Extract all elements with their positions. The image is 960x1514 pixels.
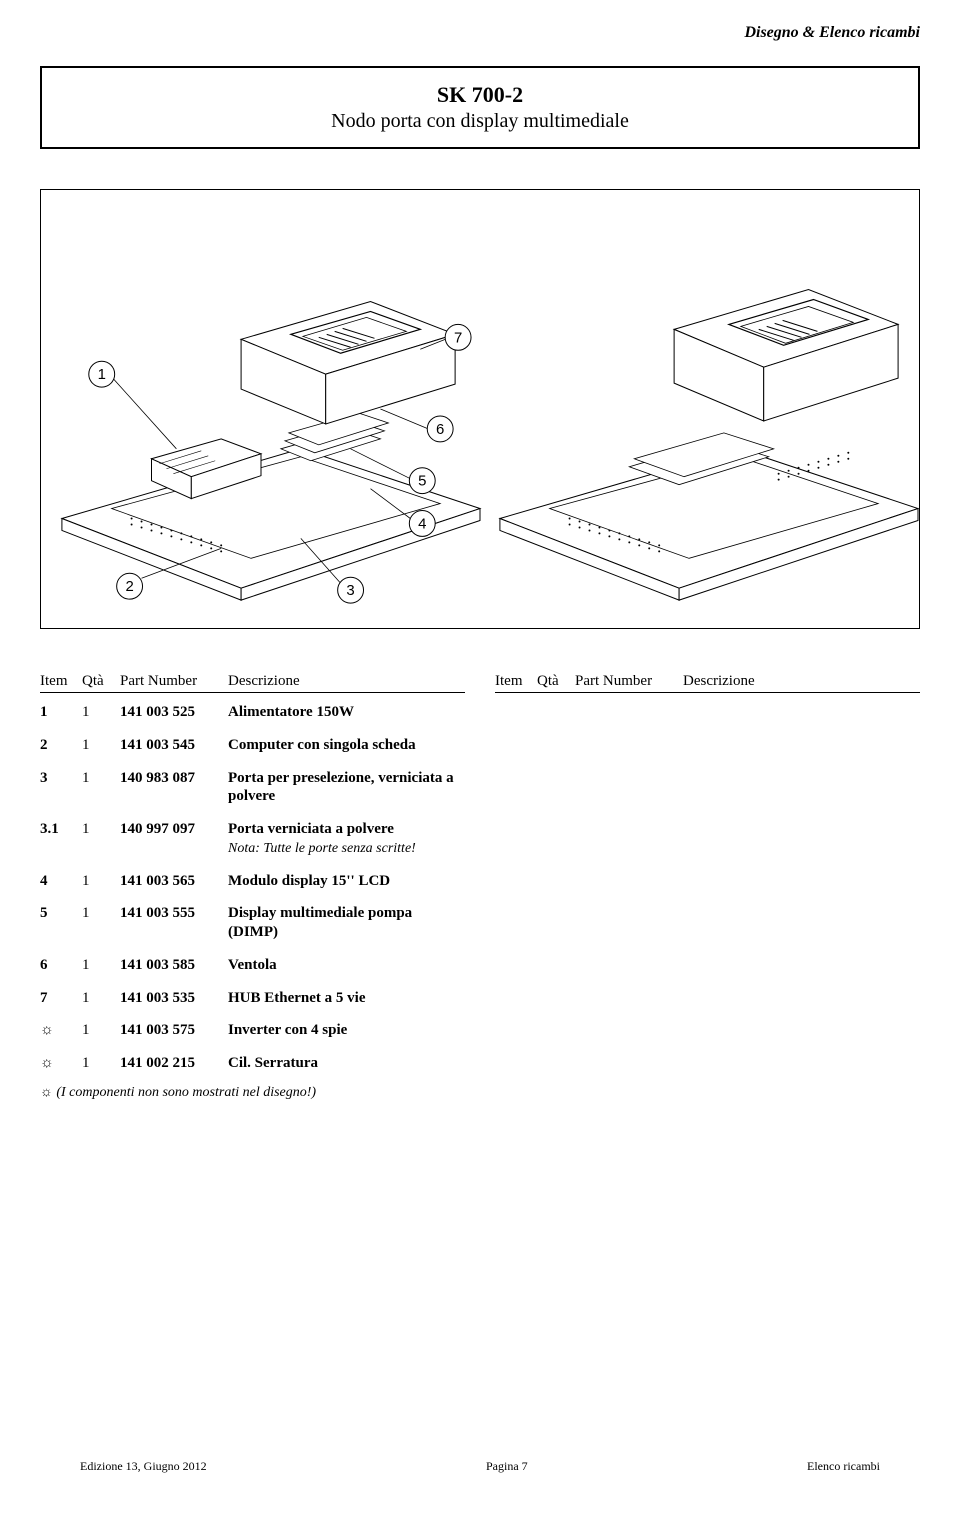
cell-desc: Cil. Serratura — [228, 1054, 465, 1073]
cell-pn: 141 003 535 — [120, 989, 228, 1008]
cell-desc: Porta per preselezione, verniciata a pol… — [228, 769, 465, 807]
cell-pn: 141 003 575 — [120, 1021, 228, 1040]
cell-qty: 1 — [82, 820, 120, 858]
callout-1: 1 — [98, 366, 106, 383]
section-header: Disegno & Elenco ricambi — [40, 24, 920, 42]
cell-desc: Computer con singola scheda — [228, 736, 465, 755]
table-row: 51141 003 555Display multimediale pompa … — [40, 904, 465, 942]
cell-item: 7 — [40, 989, 82, 1008]
title-box: SK 700-2 Nodo porta con display multimed… — [40, 66, 920, 149]
cell-pn: 141 003 565 — [120, 872, 228, 891]
th-qty: Qtà — [537, 673, 575, 690]
callout-2: 2 — [125, 578, 133, 595]
exploded-diagram: 1 2 3 4 5 6 7 — [40, 189, 920, 629]
cell-item: ☼ — [40, 1054, 82, 1073]
table-row: 61141 003 585Ventola — [40, 956, 465, 975]
cell-pn: 141 002 215 — [120, 1054, 228, 1073]
table-row: 3.11140 997 097Porta verniciata a polver… — [40, 820, 465, 858]
cell-pn: 140 983 087 — [120, 769, 228, 807]
cell-desc: Inverter con 4 spie — [228, 1021, 465, 1040]
cell-desc: Ventola — [228, 956, 465, 975]
cell-pn: 141 003 525 — [120, 703, 228, 722]
table-row: 31140 983 087Porta per preselezione, ver… — [40, 769, 465, 807]
cell-qty: 1 — [82, 989, 120, 1008]
cell-item: 5 — [40, 904, 82, 942]
cell-qty: 1 — [82, 1021, 120, 1040]
title-main: SK 700-2 — [52, 82, 908, 108]
cell-desc: Display multimediale pompa (DIMP) — [228, 904, 465, 942]
footer-left: Edizione 13, Giugno 2012 — [80, 1459, 207, 1474]
table-row: 11141 003 525Alimentatore 150W — [40, 703, 465, 722]
callout-7: 7 — [454, 329, 462, 346]
cell-qty: 1 — [82, 1054, 120, 1073]
cell-qty: 1 — [82, 769, 120, 807]
cell-pn: 140 997 097 — [120, 820, 228, 858]
cell-desc: Modulo display 15'' LCD — [228, 872, 465, 891]
diagram-svg: 1 2 3 4 5 6 7 — [41, 190, 919, 628]
table-row: 21141 003 545Computer con singola scheda — [40, 736, 465, 755]
callout-3: 3 — [346, 582, 354, 599]
table-row: ☼1141 003 575Inverter con 4 spie — [40, 1021, 465, 1040]
th-desc: Descrizione — [683, 673, 920, 690]
table-header-left: Item Qtà Part Number Descrizione — [40, 673, 465, 693]
th-item: Item — [40, 673, 82, 690]
cell-item: 1 — [40, 703, 82, 722]
cell-desc: Porta verniciata a polvereNota: Tutte le… — [228, 820, 465, 858]
callout-4: 4 — [418, 515, 426, 532]
cell-item: 3.1 — [40, 820, 82, 858]
footnote: ☼ (I componenti non sono mostrati nel di… — [40, 1083, 465, 1101]
callout-5: 5 — [418, 473, 426, 490]
th-pn: Part Number — [120, 673, 228, 690]
footer-center: Pagina 7 — [486, 1459, 528, 1474]
cell-item: 3 — [40, 769, 82, 807]
cell-qty: 1 — [82, 872, 120, 891]
parts-columns: Item Qtà Part Number Descrizione 11141 0… — [40, 673, 920, 1101]
cell-qty: 1 — [82, 904, 120, 942]
cell-item: 6 — [40, 956, 82, 975]
table-row: 41141 003 565Modulo display 15'' LCD — [40, 872, 465, 891]
cell-qty: 1 — [82, 956, 120, 975]
th-qty: Qtà — [82, 673, 120, 690]
cell-qty: 1 — [82, 736, 120, 755]
callout-6: 6 — [436, 421, 444, 438]
table-row: 71141 003 535HUB Ethernet a 5 vie — [40, 989, 465, 1008]
th-item: Item — [495, 673, 537, 690]
th-pn: Part Number — [575, 673, 683, 690]
th-desc: Descrizione — [228, 673, 465, 690]
cell-pn: 141 003 555 — [120, 904, 228, 942]
cell-item: 2 — [40, 736, 82, 755]
footer-right: Elenco ricambi — [807, 1459, 880, 1474]
table-header-right: Item Qtà Part Number Descrizione — [495, 673, 920, 693]
cell-qty: 1 — [82, 703, 120, 722]
cell-desc: Alimentatore 150W — [228, 703, 465, 722]
cell-pn: 141 003 545 — [120, 736, 228, 755]
cell-item: 4 — [40, 872, 82, 891]
parts-list: 11141 003 525Alimentatore 150W21141 003 … — [40, 703, 465, 1073]
cell-pn: 141 003 585 — [120, 956, 228, 975]
cell-desc: HUB Ethernet a 5 vie — [228, 989, 465, 1008]
table-row: ☼1141 002 215Cil. Serratura — [40, 1054, 465, 1073]
page-footer: Edizione 13, Giugno 2012 Pagina 7 Elenco… — [80, 1459, 880, 1474]
title-sub: Nodo porta con display multimediale — [52, 110, 908, 133]
cell-item: ☼ — [40, 1021, 82, 1040]
